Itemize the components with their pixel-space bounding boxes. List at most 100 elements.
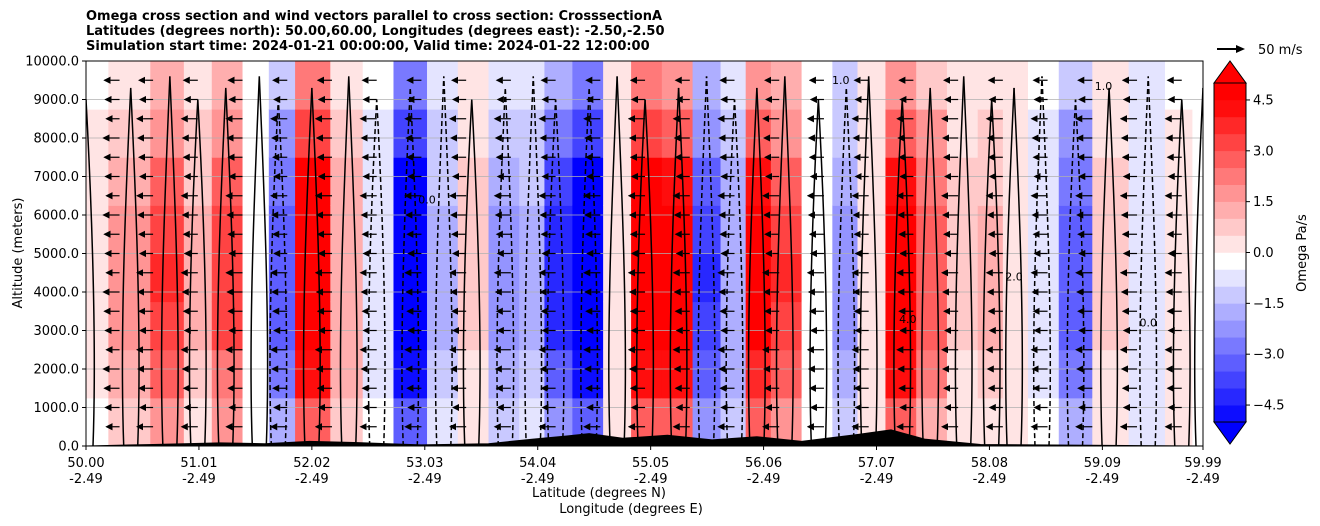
y-axis-label: Altitude (meters) [11, 198, 26, 309]
omega-cell [427, 205, 459, 254]
omega-cell [603, 253, 632, 303]
omega-cell [1092, 205, 1130, 254]
contour-label: 1.0 [1095, 80, 1113, 93]
contour-line [434, 76, 445, 446]
omega-cell [745, 157, 772, 206]
omega-cell [427, 253, 459, 303]
omega-cell [295, 205, 331, 254]
x-tick-lon: -2.49 [521, 472, 555, 487]
contour-line [462, 99, 473, 446]
omega-cell [692, 109, 722, 158]
omega-cell [885, 61, 917, 110]
omega-cell [946, 205, 979, 254]
colorbar-tick-label: 0.0 [1253, 246, 1274, 261]
contour-line [160, 76, 171, 446]
colorbar-segment [1214, 337, 1246, 355]
x-tick-lat: 52.02 [293, 456, 330, 471]
colorbar-segment [1214, 405, 1246, 423]
contour-line [809, 99, 820, 446]
omega-cell [183, 349, 213, 399]
omega-cell [916, 157, 948, 206]
omega-cell [488, 253, 520, 303]
omega-cell [631, 301, 663, 351]
colorbar-segment [1214, 83, 1246, 101]
contour-line [1202, 87, 1203, 104]
omega-cell [108, 253, 151, 303]
omega-cell [916, 253, 948, 303]
omega-cell [1192, 349, 1203, 399]
omega-cell [150, 157, 185, 206]
colorbar-tick-label: 1.5 [1253, 195, 1274, 210]
omega-cell [661, 157, 694, 206]
quiver-key-label: 50 m/s [1258, 43, 1303, 58]
omega-cell [211, 253, 244, 303]
omega-cell [946, 157, 979, 206]
omega-cell [832, 157, 859, 206]
omega-cell [86, 157, 109, 206]
omega-cell [801, 61, 833, 110]
contour-line [86, 99, 87, 114]
omega-cell [661, 253, 694, 303]
x-tick-lon: -2.49 [69, 472, 103, 487]
contour-label: 0.0 [418, 193, 436, 206]
omega-cell [661, 301, 694, 351]
omega-cell [362, 157, 394, 206]
contour-line [1013, 87, 1024, 446]
colorbar-segment [1214, 167, 1246, 185]
contour-line [669, 87, 680, 446]
x-tick-lat: 51.01 [180, 456, 217, 471]
contour-line [375, 99, 386, 446]
omega-cell [108, 349, 151, 399]
contour-line [532, 76, 543, 446]
omega-cell [393, 301, 428, 351]
omega-cell [1128, 349, 1166, 399]
x-tick-lat: 59.09 [1084, 456, 1121, 471]
omega-cell [488, 349, 520, 399]
colorbar-segment [1214, 235, 1246, 253]
x-axis: 50.00-2.4951.01-2.4952.02-2.4953.03-2.49… [67, 446, 1222, 487]
omega-cell [86, 61, 109, 110]
y-tick-label: 1000.0 [34, 401, 80, 416]
contour-line [1181, 99, 1191, 446]
x-axis-label-lat: Latitude (degrees N) [532, 486, 666, 501]
omega-cell [1128, 253, 1166, 303]
omega-cell [692, 205, 722, 254]
omega-cell [393, 397, 428, 446]
colorbar-segment [1214, 218, 1246, 236]
colorbar-extend-top [1213, 60, 1247, 84]
omega-cell [1092, 397, 1130, 446]
omega-cell [211, 61, 244, 110]
omega-cell [692, 349, 722, 399]
colorbar-segment [1214, 252, 1246, 270]
contour-line [197, 99, 207, 446]
colorbar-segment [1214, 116, 1246, 135]
x-tick-lat: 58.08 [971, 456, 1008, 471]
contour-line [546, 99, 557, 446]
omega-cell [692, 157, 722, 206]
omega-cell [108, 397, 151, 446]
x-tick-lat: 55.05 [632, 456, 669, 471]
omega-cell [977, 205, 1004, 254]
contour-lines [86, 76, 1203, 446]
omega-cell [150, 253, 185, 303]
contour-line [982, 99, 993, 446]
contour-line [921, 87, 931, 446]
omega-cell [427, 397, 459, 446]
omega-cell [631, 253, 663, 303]
x-tick-lat: 57.07 [858, 456, 895, 471]
omega-cell [86, 397, 109, 446]
contour-line [1066, 99, 1077, 446]
contour-line [725, 99, 736, 446]
colorbar-tick-label: 4.5 [1253, 93, 1274, 108]
omega-cell [242, 61, 270, 110]
colorbar-tick-label: −3.0 [1253, 348, 1285, 363]
colorbar-segment [1214, 99, 1246, 118]
omega-cell [661, 349, 694, 399]
omega-cell [946, 349, 979, 399]
omega-cell [1092, 349, 1130, 399]
omega-cell [330, 157, 364, 206]
omega-cell [211, 349, 244, 399]
omega-cell [295, 301, 331, 351]
omega-cell [916, 301, 948, 351]
